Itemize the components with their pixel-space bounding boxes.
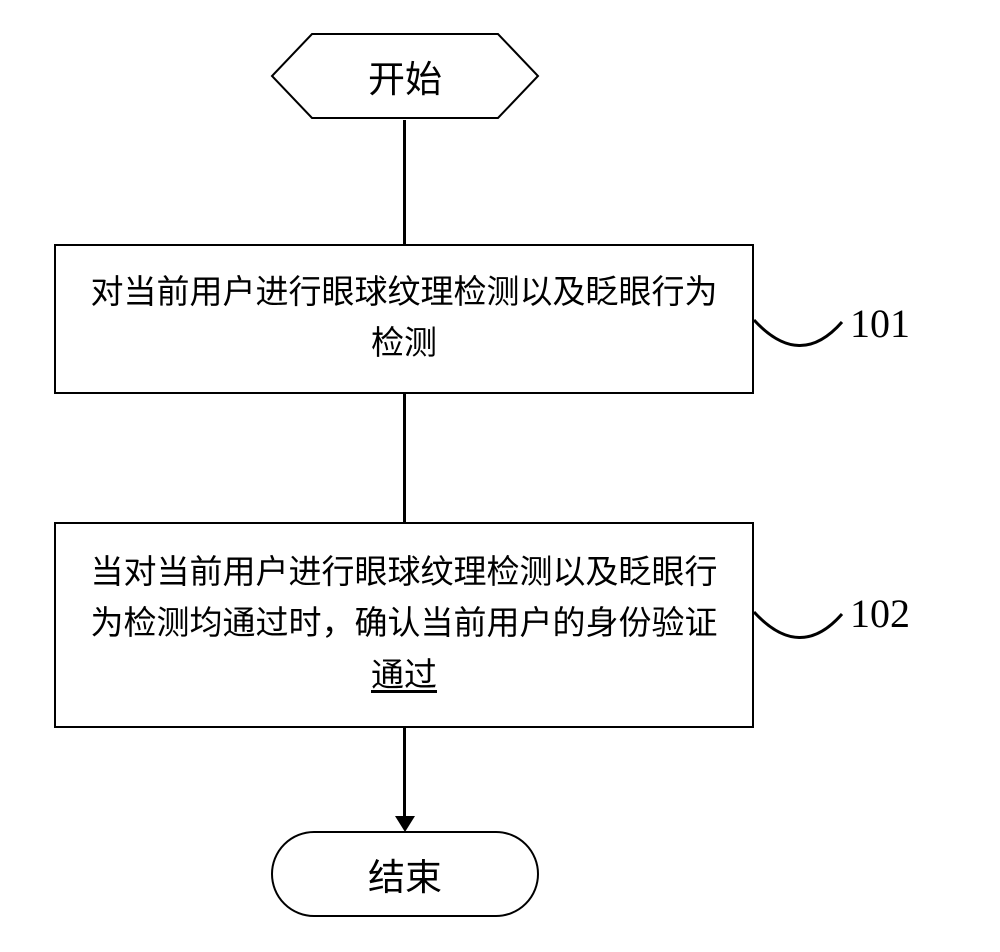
leader-curve-1 xyxy=(0,0,1000,952)
leader-curve-2 xyxy=(0,0,1000,952)
step-label-101: 101 xyxy=(850,300,910,347)
connector-3 xyxy=(403,728,406,820)
flowchart-container: 开始 对当前用户进行眼球纹理检测以及眨眼行为 检测 101 当对当前用户进行眼球… xyxy=(0,0,1000,952)
connector-2 xyxy=(403,394,406,522)
process-1-line2: 检测 xyxy=(371,326,437,362)
start-label: 开始 xyxy=(368,49,442,103)
end-label: 结束 xyxy=(368,847,442,901)
process-2-text: 当对当前用户进行眼球纹理检测以及眨眼行 为检测均通过时，确认当前用户的身份验证 … xyxy=(84,548,724,701)
process-step-1: 对当前用户进行眼球纹理检测以及眨眼行为 检测 xyxy=(54,244,754,394)
process-1-text: 对当前用户进行眼球纹理检测以及眨眼行为 检测 xyxy=(84,268,724,370)
start-terminator: 开始 xyxy=(270,32,540,120)
process-1-line1: 对当前用户进行眼球纹理检测以及眨眼行为 xyxy=(91,275,718,311)
connector-1 xyxy=(403,120,406,244)
process-step-2: 当对当前用户进行眼球纹理检测以及眨眼行 为检测均通过时，确认当前用户的身份验证 … xyxy=(54,522,754,728)
process-2-line3: 通过 xyxy=(371,658,437,694)
process-2-line2: 为检测均通过时，确认当前用户的身份验证 xyxy=(91,606,718,642)
process-2-line1: 当对当前用户进行眼球纹理检测以及眨眼行 xyxy=(91,555,718,591)
end-terminator: 结束 xyxy=(270,830,540,918)
step-label-102: 102 xyxy=(850,590,910,637)
